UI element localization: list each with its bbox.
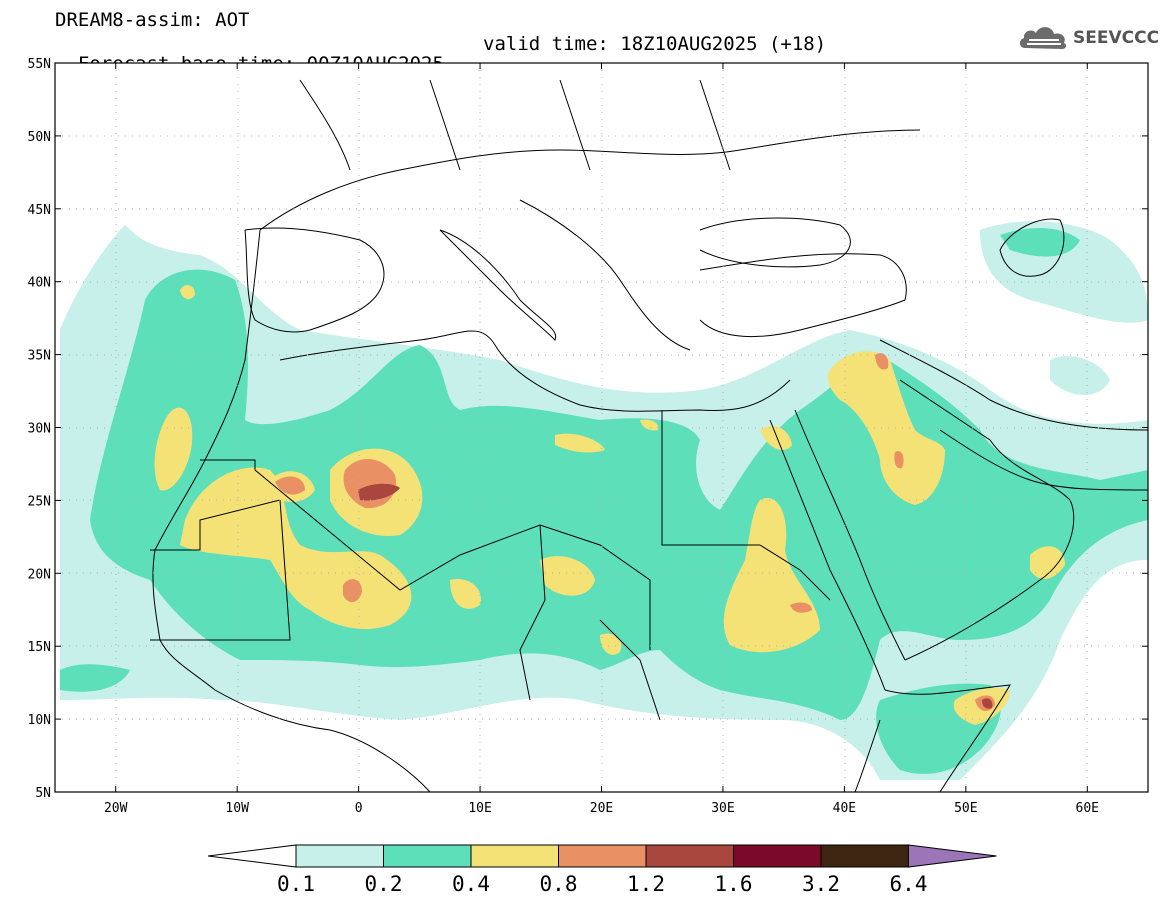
- colorbar-low-arrow: [207, 844, 297, 868]
- lat-label: 25N: [28, 494, 51, 509]
- lon-label: 30E: [711, 801, 734, 816]
- colorbar-tick-label: 6.4: [890, 872, 928, 896]
- lat-label: 35N: [28, 349, 51, 364]
- aot-field: [55, 63, 1148, 792]
- colorbar-tick-label: 0.8: [540, 872, 578, 896]
- lat-label: 30N: [28, 422, 51, 437]
- colorbar-swatch: [295, 844, 384, 868]
- colorbar-swatch: [470, 844, 559, 868]
- lon-label: 10W: [225, 801, 249, 816]
- logo-text: SEEVCCC: [1073, 28, 1160, 48]
- colorbar-tick-label: 1.2: [627, 872, 665, 896]
- graticule: [55, 63, 1148, 792]
- longitude-axis: 20W 10W 0 10E 20E 30E 40E 50E 60E: [104, 63, 1099, 816]
- colorbar-swatch: [645, 844, 734, 868]
- lon-label: 40E: [833, 801, 856, 816]
- lat-label: 55N: [28, 57, 51, 72]
- colorbar-tick-label: 0.2: [365, 872, 403, 896]
- colorbar-tick-label: 3.2: [802, 872, 840, 896]
- cloud-icon: [1019, 27, 1067, 49]
- lat-label: 5N: [35, 786, 51, 801]
- latitude-axis: 55N 50N 45N 40N 35N 30N 25N 20N 15N 10N 5N: [28, 57, 1148, 801]
- seevccc-logo: SEEVCCC: [1017, 22, 1160, 54]
- lat-label: 10N: [28, 713, 51, 728]
- colorbar: 0.1 0.2 0.4 0.8 1.2 1.6 3.2 6.4: [207, 844, 997, 896]
- colorbar-tick-label: 1.6: [715, 872, 753, 896]
- colorbar-swatch: [820, 844, 909, 868]
- lon-label: 10E: [468, 801, 491, 816]
- lon-label: 60E: [1076, 801, 1099, 816]
- map-title: DREAM8-assim: AOT: [55, 9, 250, 31]
- lon-label: 20E: [590, 801, 613, 816]
- colorbar-tick-label: 0.1: [277, 872, 315, 896]
- lat-label: 45N: [28, 203, 51, 218]
- lon-label: 20W: [104, 801, 128, 816]
- colorbar-swatch: [733, 844, 822, 868]
- valid-time-text: valid time: 18Z10AUG2025 (+18): [483, 33, 827, 55]
- lon-label: 0: [355, 801, 363, 816]
- aot-level-1-2: [358, 483, 993, 709]
- colorbar-high-arrow: [908, 844, 997, 868]
- lat-label: 50N: [28, 130, 51, 145]
- lon-label: 50E: [954, 801, 977, 816]
- colorbar-swatch: [383, 844, 472, 868]
- colorbar-swatch: [558, 844, 647, 868]
- country-borders: [150, 79, 1148, 792]
- lat-label: 15N: [28, 640, 51, 655]
- lat-label: 20N: [28, 567, 51, 582]
- lat-label: 40N: [28, 276, 51, 291]
- colorbar-tick-label: 0.4: [452, 872, 490, 896]
